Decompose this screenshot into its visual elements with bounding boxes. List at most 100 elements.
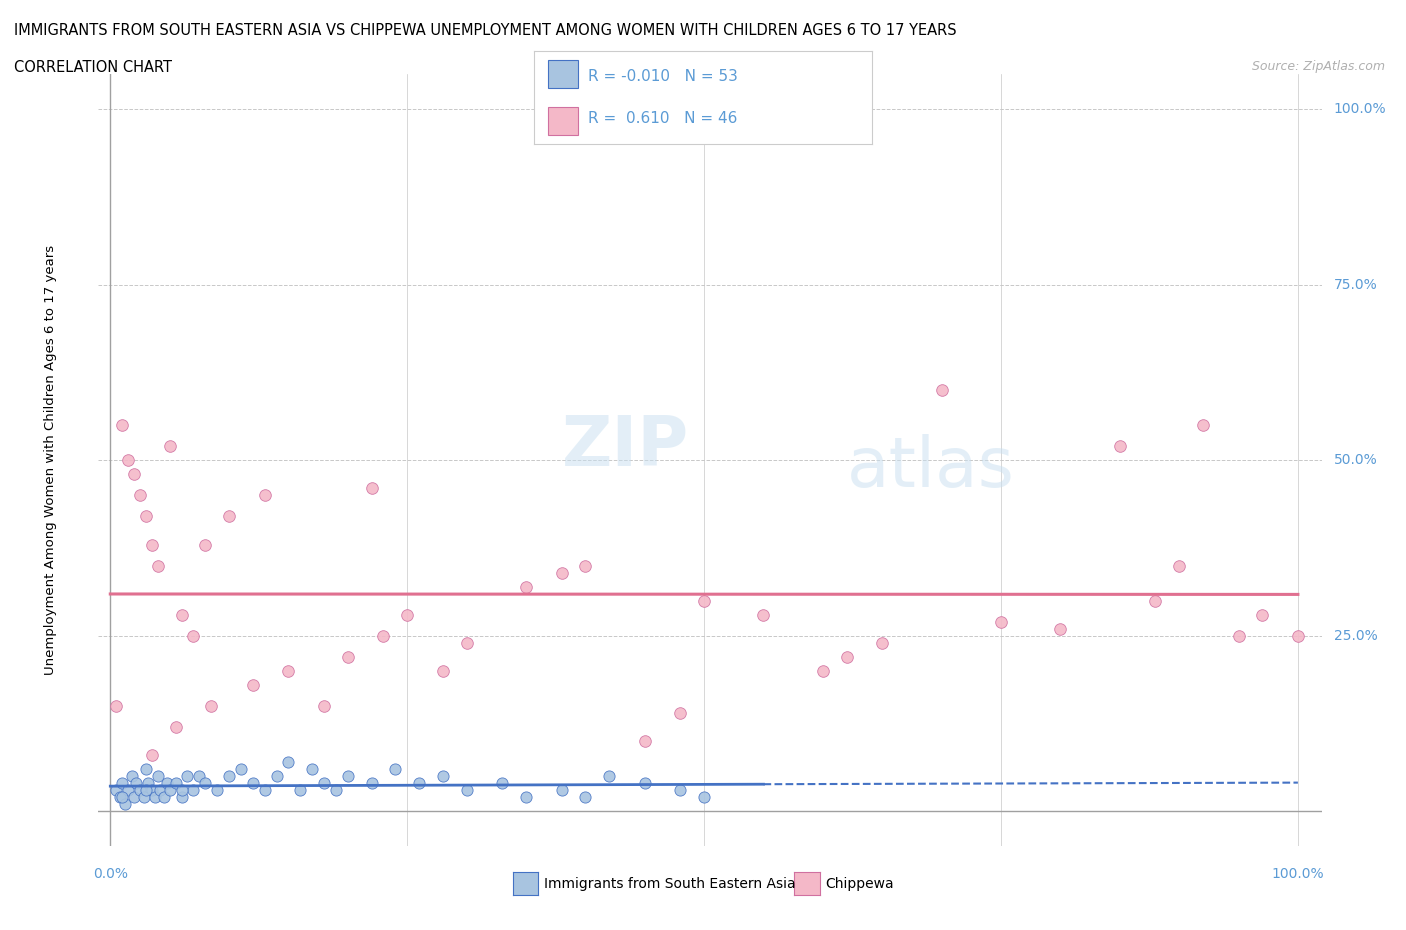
Bar bbox=[548, 107, 578, 135]
Text: R =  0.610   N = 46: R = 0.610 N = 46 bbox=[588, 111, 738, 126]
Text: Immigrants from South Eastern Asia: Immigrants from South Eastern Asia bbox=[544, 876, 796, 891]
Point bbox=[170, 790, 193, 804]
Point bbox=[122, 467, 145, 482]
Point bbox=[125, 776, 148, 790]
Text: Unemployment Among Women with Children Ages 6 to 17 years: Unemployment Among Women with Children A… bbox=[45, 246, 58, 675]
Point bbox=[129, 488, 152, 503]
Point bbox=[253, 783, 276, 798]
Point bbox=[152, 790, 174, 804]
Point bbox=[117, 783, 139, 798]
Point bbox=[550, 783, 572, 798]
Point bbox=[811, 663, 834, 678]
Point bbox=[1251, 607, 1274, 622]
Point bbox=[108, 790, 131, 804]
Point bbox=[165, 776, 187, 790]
Text: 100.0%: 100.0% bbox=[1271, 868, 1324, 882]
Point bbox=[290, 783, 312, 798]
Bar bbox=[548, 60, 578, 88]
Point bbox=[122, 790, 145, 804]
Point bbox=[114, 797, 136, 812]
Point bbox=[129, 783, 152, 798]
Point bbox=[194, 538, 217, 552]
Point bbox=[515, 579, 537, 594]
Point bbox=[132, 790, 155, 804]
Point bbox=[336, 649, 359, 664]
Point bbox=[135, 762, 157, 777]
Point bbox=[835, 649, 858, 664]
Point bbox=[111, 418, 134, 432]
Point bbox=[336, 769, 359, 784]
Point bbox=[396, 607, 419, 622]
Point bbox=[574, 790, 596, 804]
Text: 100.0%: 100.0% bbox=[1333, 102, 1386, 116]
Point bbox=[145, 790, 167, 804]
Point bbox=[135, 783, 157, 798]
Point bbox=[141, 748, 163, 763]
Point bbox=[194, 776, 217, 790]
Point bbox=[990, 615, 1012, 630]
Text: ZIP: ZIP bbox=[561, 413, 689, 480]
Text: IMMIGRANTS FROM SOUTH EASTERN ASIA VS CHIPPEWA UNEMPLOYMENT AMONG WOMEN WITH CHI: IMMIGRANTS FROM SOUTH EASTERN ASIA VS CH… bbox=[14, 23, 956, 38]
Point bbox=[491, 776, 513, 790]
Point bbox=[156, 776, 179, 790]
Point bbox=[515, 790, 537, 804]
Point bbox=[242, 677, 264, 692]
Point bbox=[1049, 621, 1071, 636]
Point bbox=[598, 769, 620, 784]
Point bbox=[105, 698, 128, 713]
Point bbox=[176, 769, 198, 784]
Point bbox=[141, 783, 163, 798]
Point bbox=[188, 769, 211, 784]
Point bbox=[1286, 629, 1309, 644]
Point bbox=[165, 720, 187, 735]
Text: Source: ZipAtlas.com: Source: ZipAtlas.com bbox=[1251, 60, 1385, 73]
Point bbox=[408, 776, 430, 790]
Point bbox=[218, 509, 240, 524]
Point bbox=[242, 776, 264, 790]
Text: 25.0%: 25.0% bbox=[1333, 629, 1378, 643]
Point bbox=[312, 698, 335, 713]
Point bbox=[669, 706, 692, 721]
Point bbox=[183, 783, 205, 798]
Text: Chippewa: Chippewa bbox=[825, 876, 894, 891]
Point bbox=[574, 558, 596, 573]
Text: 75.0%: 75.0% bbox=[1333, 278, 1378, 292]
Point bbox=[146, 769, 169, 784]
Point bbox=[159, 439, 181, 454]
Point bbox=[205, 783, 228, 798]
Point bbox=[360, 481, 382, 496]
Point bbox=[1144, 593, 1167, 608]
Point bbox=[1168, 558, 1191, 573]
Point bbox=[1108, 439, 1130, 454]
Point bbox=[170, 783, 193, 798]
Point bbox=[360, 776, 382, 790]
Point bbox=[312, 776, 335, 790]
Point bbox=[159, 783, 181, 798]
Point bbox=[200, 698, 222, 713]
Point bbox=[218, 769, 240, 784]
Text: atlas: atlas bbox=[846, 434, 1015, 501]
Point bbox=[105, 783, 128, 798]
Point bbox=[432, 663, 454, 678]
Point bbox=[111, 776, 134, 790]
Point bbox=[117, 453, 139, 468]
Point bbox=[634, 776, 657, 790]
Point bbox=[669, 783, 692, 798]
Point bbox=[325, 783, 347, 798]
Point bbox=[1192, 418, 1215, 432]
Text: R = -0.010   N = 53: R = -0.010 N = 53 bbox=[588, 69, 738, 84]
Point bbox=[266, 769, 288, 784]
Point bbox=[752, 607, 775, 622]
Point bbox=[277, 663, 299, 678]
Point bbox=[253, 488, 276, 503]
Text: 0.0%: 0.0% bbox=[93, 868, 128, 882]
Point bbox=[183, 629, 205, 644]
Point bbox=[229, 762, 252, 777]
Point bbox=[931, 383, 953, 398]
Point bbox=[384, 762, 406, 777]
Point bbox=[146, 558, 169, 573]
Point bbox=[136, 776, 159, 790]
Point bbox=[693, 593, 716, 608]
Text: CORRELATION CHART: CORRELATION CHART bbox=[14, 60, 172, 75]
Point bbox=[111, 790, 134, 804]
